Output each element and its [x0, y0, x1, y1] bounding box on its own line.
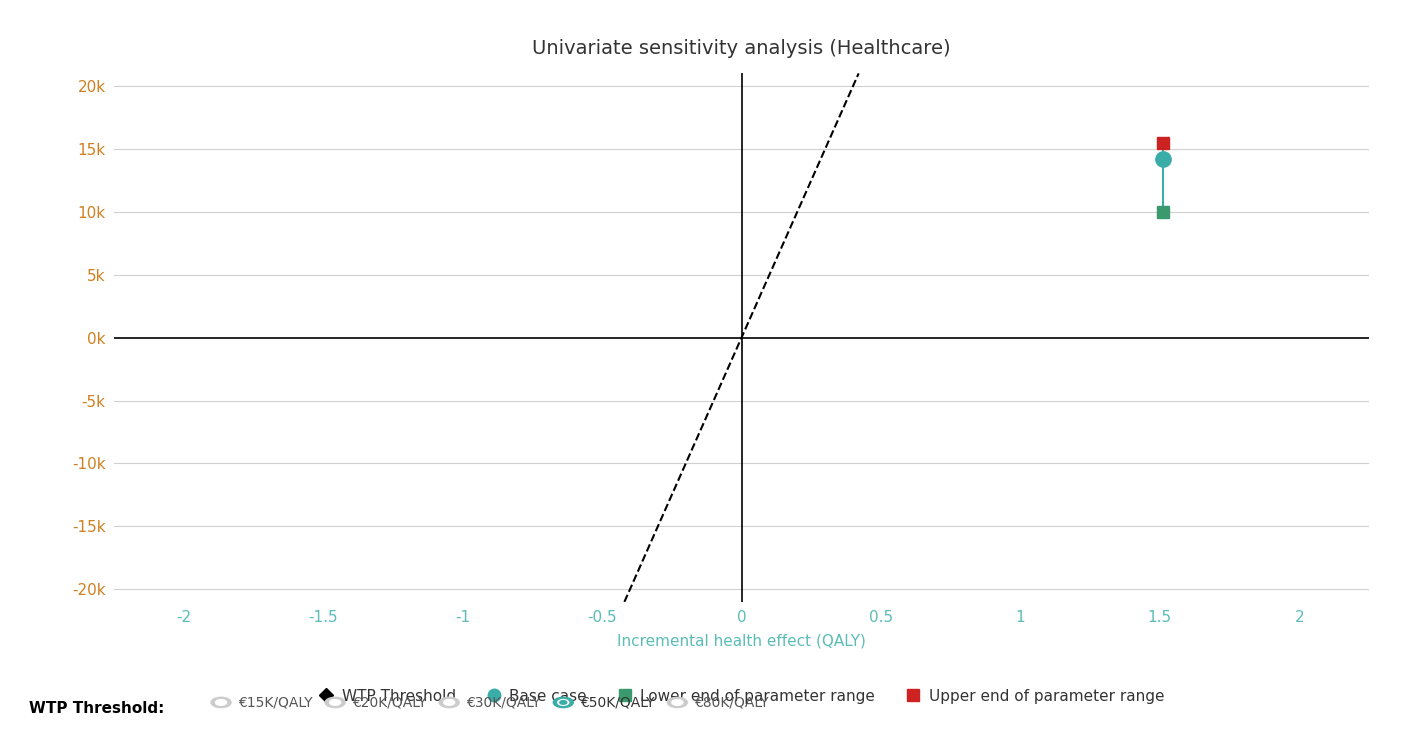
X-axis label: Incremental health effect (QALY): Incremental health effect (QALY) [617, 633, 866, 649]
Text: €20K/QALY: €20K/QALY [352, 695, 426, 710]
Text: WTP Threshold:: WTP Threshold: [29, 701, 164, 716]
Text: €50K/QALY: €50K/QALY [580, 695, 655, 710]
Legend: WTP Threshold, Base case, Lower end of parameter range, Upper end of parameter r: WTP Threshold, Base case, Lower end of p… [312, 683, 1171, 711]
Text: €80K/QALY: €80K/QALY [694, 695, 769, 710]
Title: Univariate sensitivity analysis (Healthcare): Univariate sensitivity analysis (Healthc… [532, 39, 951, 58]
Text: €30K/QALY: €30K/QALY [466, 695, 540, 710]
Text: €15K/QALY: €15K/QALY [238, 695, 312, 710]
